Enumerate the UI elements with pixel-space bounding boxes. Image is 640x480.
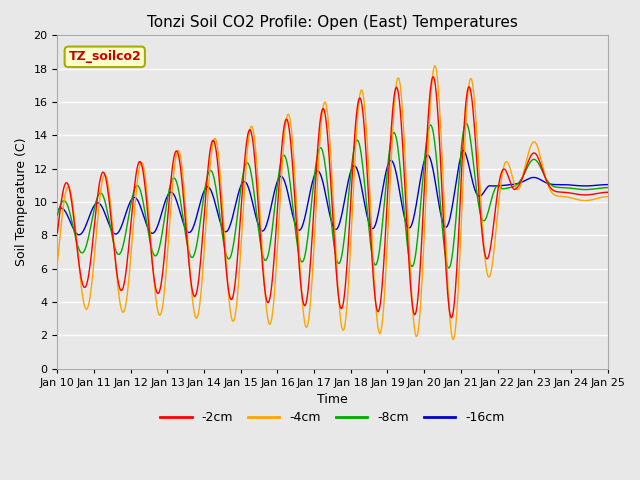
- Title: Tonzi Soil CO2 Profile: Open (East) Temperatures: Tonzi Soil CO2 Profile: Open (East) Temp…: [147, 15, 518, 30]
- Y-axis label: Soil Temperature (C): Soil Temperature (C): [15, 138, 28, 266]
- X-axis label: Time: Time: [317, 393, 348, 406]
- Legend: -2cm, -4cm, -8cm, -16cm: -2cm, -4cm, -8cm, -16cm: [156, 406, 509, 429]
- Text: TZ_soilco2: TZ_soilco2: [68, 50, 141, 63]
